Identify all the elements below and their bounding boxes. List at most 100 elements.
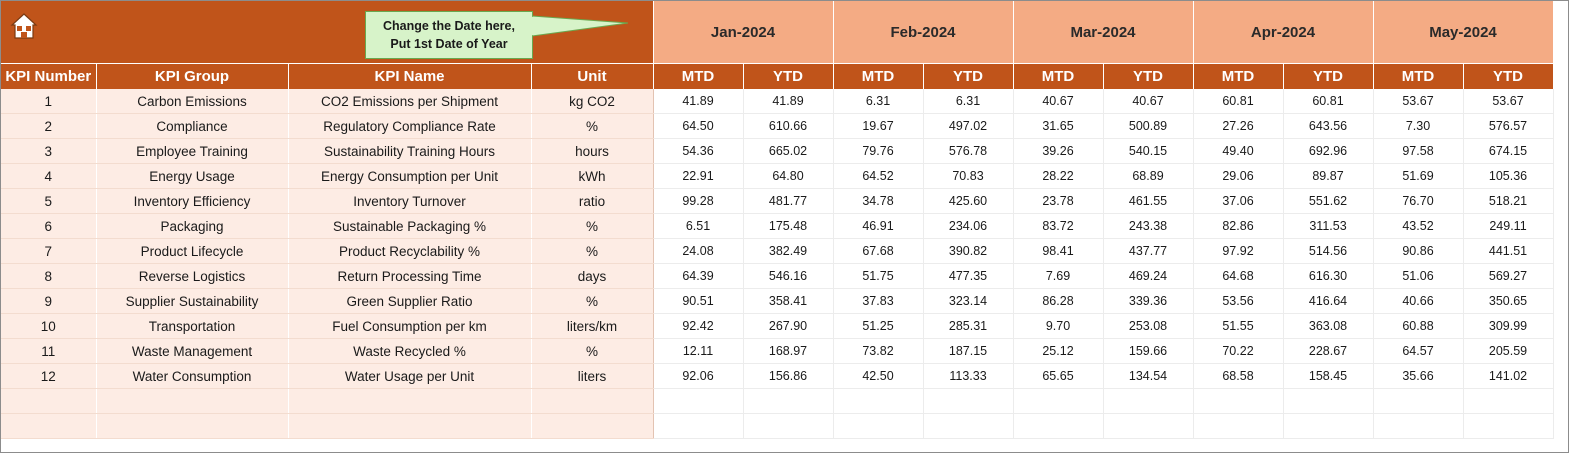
unit-cell[interactable]: kWh: [531, 163, 654, 189]
ytd-value-cell[interactable]: 551.62: [1283, 188, 1374, 214]
ytd-value-cell[interactable]: 518.21: [1463, 188, 1554, 214]
kpi-group-cell[interactable]: Energy Usage: [96, 163, 289, 189]
empty-cell[interactable]: [653, 388, 744, 414]
ytd-value-cell[interactable]: 141.02: [1463, 363, 1554, 389]
ytd-value-cell[interactable]: 205.59: [1463, 338, 1554, 364]
ytd-value-cell[interactable]: 363.08: [1283, 313, 1374, 339]
mtd-value-cell[interactable]: 43.52: [1373, 213, 1464, 239]
ytd-value-cell[interactable]: 390.82: [923, 238, 1014, 264]
ytd-value-cell[interactable]: 674.15: [1463, 138, 1554, 164]
kpi-group-cell[interactable]: Product Lifecycle: [96, 238, 289, 264]
mtd-value-cell[interactable]: 83.72: [1013, 213, 1104, 239]
ytd-value-cell[interactable]: 610.66: [743, 113, 834, 139]
ytd-value-cell[interactable]: 68.89: [1103, 163, 1194, 189]
ytd-value-cell[interactable]: 416.64: [1283, 288, 1374, 314]
mtd-value-cell[interactable]: 22.91: [653, 163, 744, 189]
ytd-value-cell[interactable]: 546.16: [743, 263, 834, 289]
ytd-value-cell[interactable]: 285.31: [923, 313, 1014, 339]
empty-cell[interactable]: [1103, 413, 1194, 439]
ytd-value-cell[interactable]: 339.36: [1103, 288, 1194, 314]
empty-cell[interactable]: [531, 413, 654, 439]
ytd-value-cell[interactable]: 358.41: [743, 288, 834, 314]
mtd-value-cell[interactable]: 7.69: [1013, 263, 1104, 289]
kpi-number-cell[interactable]: 10: [1, 313, 97, 339]
mtd-value-cell[interactable]: 60.81: [1193, 89, 1284, 114]
ytd-value-cell[interactable]: 70.83: [923, 163, 1014, 189]
kpi-number-cell[interactable]: 9: [1, 288, 97, 314]
ytd-value-cell[interactable]: 616.30: [1283, 263, 1374, 289]
ytd-value-cell[interactable]: 350.65: [1463, 288, 1554, 314]
mtd-value-cell[interactable]: 64.68: [1193, 263, 1284, 289]
kpi-group-cell[interactable]: Compliance: [96, 113, 289, 139]
kpi-name-cell[interactable]: Sustainable Packaging %: [288, 213, 532, 239]
mtd-value-cell[interactable]: 37.06: [1193, 188, 1284, 214]
kpi-name-cell[interactable]: Water Usage per Unit: [288, 363, 532, 389]
mtd-value-cell[interactable]: 92.42: [653, 313, 744, 339]
kpi-number-cell[interactable]: 6: [1, 213, 97, 239]
ytd-value-cell[interactable]: 514.56: [1283, 238, 1374, 264]
unit-cell[interactable]: %: [531, 238, 654, 264]
mtd-value-cell[interactable]: 82.86: [1193, 213, 1284, 239]
kpi-name-cell[interactable]: Fuel Consumption per km: [288, 313, 532, 339]
unit-cell[interactable]: ratio: [531, 188, 654, 214]
mtd-value-cell[interactable]: 6.31: [833, 89, 924, 114]
ytd-value-cell[interactable]: 156.86: [743, 363, 834, 389]
mtd-value-cell[interactable]: 39.26: [1013, 138, 1104, 164]
mtd-value-cell[interactable]: 40.66: [1373, 288, 1464, 314]
kpi-name-cell[interactable]: Product Recyclability %: [288, 238, 532, 264]
ytd-value-cell[interactable]: 425.60: [923, 188, 1014, 214]
mtd-value-cell[interactable]: 42.50: [833, 363, 924, 389]
unit-cell[interactable]: days: [531, 263, 654, 289]
mtd-value-cell[interactable]: 7.30: [1373, 113, 1464, 139]
empty-cell[interactable]: [1013, 388, 1104, 414]
ytd-value-cell[interactable]: 60.81: [1283, 89, 1374, 114]
ytd-value-cell[interactable]: 497.02: [923, 113, 1014, 139]
empty-cell[interactable]: [288, 413, 532, 439]
mtd-value-cell[interactable]: 92.06: [653, 363, 744, 389]
mtd-value-cell[interactable]: 34.78: [833, 188, 924, 214]
ytd-value-cell[interactable]: 311.53: [1283, 213, 1374, 239]
unit-cell[interactable]: hours: [531, 138, 654, 164]
kpi-number-cell[interactable]: 3: [1, 138, 97, 164]
empty-cell[interactable]: [1103, 388, 1194, 414]
kpi-group-cell[interactable]: Reverse Logistics: [96, 263, 289, 289]
ytd-value-cell[interactable]: 477.35: [923, 263, 1014, 289]
ytd-value-cell[interactable]: 576.78: [923, 138, 1014, 164]
ytd-value-cell[interactable]: 382.49: [743, 238, 834, 264]
empty-cell[interactable]: [1463, 413, 1554, 439]
kpi-number-cell[interactable]: 1: [1, 89, 97, 114]
mtd-value-cell[interactable]: 51.25: [833, 313, 924, 339]
mtd-value-cell[interactable]: 9.70: [1013, 313, 1104, 339]
kpi-number-cell[interactable]: 5: [1, 188, 97, 214]
mtd-value-cell[interactable]: 53.67: [1373, 89, 1464, 114]
mtd-value-cell[interactable]: 99.28: [653, 188, 744, 214]
mtd-value-cell[interactable]: 12.11: [653, 338, 744, 364]
kpi-name-cell[interactable]: Sustainability Training Hours: [288, 138, 532, 164]
mtd-value-cell[interactable]: 64.57: [1373, 338, 1464, 364]
mtd-value-cell[interactable]: 68.58: [1193, 363, 1284, 389]
ytd-value-cell[interactable]: 243.38: [1103, 213, 1194, 239]
ytd-value-cell[interactable]: 53.67: [1463, 89, 1554, 114]
ytd-value-cell[interactable]: 253.08: [1103, 313, 1194, 339]
ytd-value-cell[interactable]: 175.48: [743, 213, 834, 239]
kpi-group-cell[interactable]: Carbon Emissions: [96, 89, 289, 114]
empty-cell[interactable]: [923, 388, 1014, 414]
mtd-value-cell[interactable]: 70.22: [1193, 338, 1284, 364]
kpi-number-cell[interactable]: 8: [1, 263, 97, 289]
mtd-value-cell[interactable]: 31.65: [1013, 113, 1104, 139]
kpi-name-cell[interactable]: Green Supplier Ratio: [288, 288, 532, 314]
empty-cell[interactable]: [1373, 388, 1464, 414]
empty-cell[interactable]: [923, 413, 1014, 439]
kpi-name-cell[interactable]: Energy Consumption per Unit: [288, 163, 532, 189]
ytd-value-cell[interactable]: 540.15: [1103, 138, 1194, 164]
kpi-group-cell[interactable]: Inventory Efficiency: [96, 188, 289, 214]
kpi-name-cell[interactable]: Waste Recycled %: [288, 338, 532, 364]
empty-cell[interactable]: [1, 413, 97, 439]
ytd-value-cell[interactable]: 134.54: [1103, 363, 1194, 389]
kpi-number-cell[interactable]: 4: [1, 163, 97, 189]
mtd-value-cell[interactable]: 51.69: [1373, 163, 1464, 189]
ytd-value-cell[interactable]: 41.89: [743, 89, 834, 114]
ytd-value-cell[interactable]: 692.96: [1283, 138, 1374, 164]
ytd-value-cell[interactable]: 89.87: [1283, 163, 1374, 189]
mtd-value-cell[interactable]: 27.26: [1193, 113, 1284, 139]
